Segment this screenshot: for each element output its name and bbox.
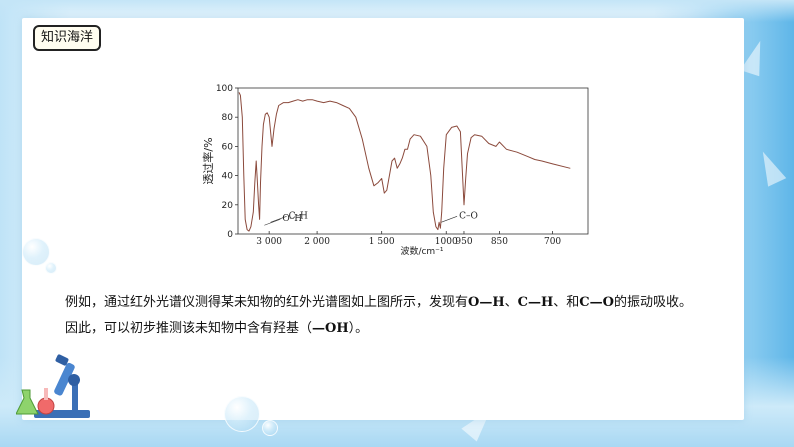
bond-ch: C—H [517, 295, 554, 310]
line1-suffix: 的振动吸收。 [613, 295, 692, 310]
line2-text: 因此，可以初步推测该未知物中含有羟基（ [65, 321, 313, 336]
peak-annotation-label: O–H [282, 214, 302, 224]
separator: 、和 [553, 295, 580, 310]
separator: 、 [504, 295, 518, 310]
microscope-flask-icon [16, 354, 90, 418]
annotation-leader [270, 216, 287, 223]
section-title: 知识海洋 [33, 25, 102, 51]
bubble-decoration [22, 238, 50, 266]
peak-annotation-label: C–O [459, 211, 478, 221]
x-tick-label: 1000 [435, 237, 458, 247]
bond-co: C—O [579, 295, 614, 310]
y-axis-label: 透过率/% [201, 137, 215, 184]
y-tick-label: 20 [222, 201, 234, 211]
annotation-leader [440, 216, 458, 223]
line2-suffix: ）。 [348, 321, 369, 336]
background-top-gradient [0, 0, 794, 22]
explanation-line-2: 因此，可以初步推测该未知物中含有羟基（—OH）。 [65, 316, 765, 342]
y-tick-label: 60 [222, 142, 234, 152]
hydroxyl-group: —OH [312, 321, 349, 336]
ir-spectrum-chart: 透过率/% 波数/cm⁻¹ 0 20 40 60 80 100 3 000 2 000 1 50… [201, 84, 589, 257]
y-tick-label: 80 [222, 113, 234, 123]
x-tick-label: 1 500 [369, 237, 395, 247]
line1-text: 例如，通过红外光谱仪测得某未知物的红外光谱图如上图所示，发现有 [65, 295, 469, 310]
bubble-decoration [262, 420, 278, 436]
plot-frame [237, 87, 589, 235]
transmittance-series-line [238, 92, 571, 232]
x-tick-label: 700 [544, 237, 561, 247]
y-tick-label: 100 [216, 84, 233, 94]
x-tick-label: 950 [455, 237, 472, 247]
y-tick-label: 40 [222, 172, 234, 182]
explanation-line-1: 例如，通过红外光谱仪测得某未知物的红外光谱图如上图所示，发现有O—H、C—H、和… [65, 290, 765, 316]
bond-oh: O—H [468, 295, 505, 310]
x-axis-label: 波数/cm⁻¹ [400, 245, 443, 257]
x-tick-label: 2 000 [304, 237, 330, 247]
x-tick-label: 850 [491, 237, 508, 247]
bubble-decoration [45, 262, 57, 274]
y-tick-label: 0 [227, 230, 233, 240]
bubble-decoration [224, 396, 260, 432]
annotation-leader [264, 218, 281, 226]
explanation-paragraph: 例如，通过红外光谱仪测得某未知物的红外光谱图如上图所示，发现有O—H、C—H、和… [65, 290, 765, 342]
peak-annotation-label: C–H [289, 211, 308, 221]
peak-annotations: C–HO–H C–O [264, 211, 478, 226]
x-tick-label: 3 000 [256, 237, 282, 247]
